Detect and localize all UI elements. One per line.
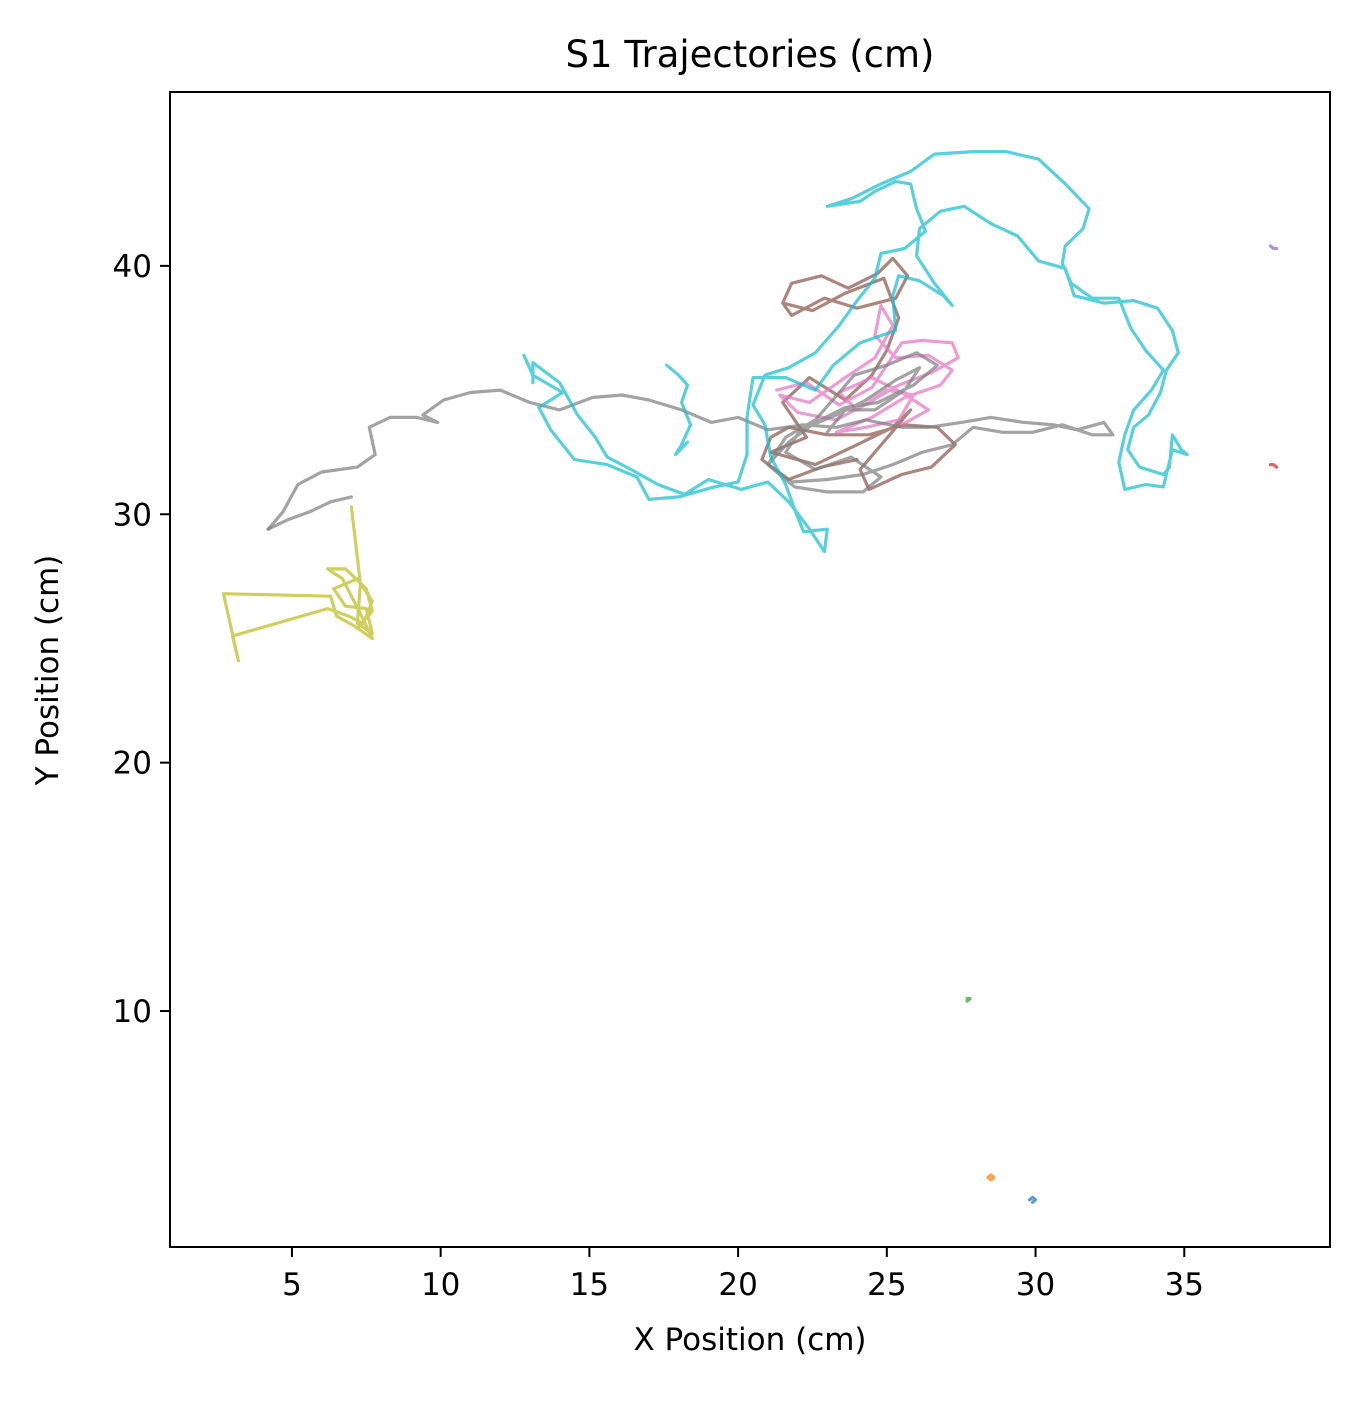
x-tick-label: 10 bbox=[421, 1267, 460, 1303]
x-axis: 5 10 15 20 25 30 35 bbox=[282, 1247, 1204, 1303]
trajectory-series-6 bbox=[760, 256, 957, 491]
trajectory-series-5 bbox=[1268, 244, 1279, 251]
y-tick-label: 20 bbox=[113, 746, 152, 782]
plot-frame bbox=[169, 91, 1331, 1248]
x-axis-label: X Position (cm) bbox=[633, 1322, 866, 1358]
trajectory-series-11 bbox=[522, 150, 1189, 554]
y-tick-label: 30 bbox=[113, 497, 152, 533]
trajectory-series-12 bbox=[665, 363, 693, 457]
x-tick-label: 5 bbox=[282, 1267, 302, 1303]
y-tick-label: 40 bbox=[113, 249, 152, 285]
x-tick-label: 15 bbox=[570, 1267, 609, 1303]
chart-title: S1 Trajectories (cm) bbox=[566, 33, 935, 76]
x-tick-label: 30 bbox=[1016, 1267, 1055, 1303]
y-axis: 10 20 30 40 bbox=[113, 249, 170, 1030]
trajectory-series-2 bbox=[986, 1173, 996, 1182]
trajectory-series-9 bbox=[266, 495, 353, 531]
y-axis-label: Y Position (cm) bbox=[30, 555, 66, 787]
trajectory-series-1 bbox=[1027, 1195, 1038, 1204]
trajectory-series-3 bbox=[965, 996, 972, 1003]
x-tick-label: 20 bbox=[718, 1267, 757, 1303]
plot-area bbox=[221, 150, 1279, 1204]
y-tick-label: 10 bbox=[113, 994, 152, 1030]
trajectory-series-7 bbox=[775, 304, 960, 434]
trajectory-series-8 bbox=[266, 351, 1115, 531]
trajectory-series-4 bbox=[1268, 463, 1279, 469]
trajectory-series-10 bbox=[221, 505, 374, 663]
x-tick-label: 35 bbox=[1165, 1267, 1204, 1303]
x-tick-label: 25 bbox=[867, 1267, 906, 1303]
